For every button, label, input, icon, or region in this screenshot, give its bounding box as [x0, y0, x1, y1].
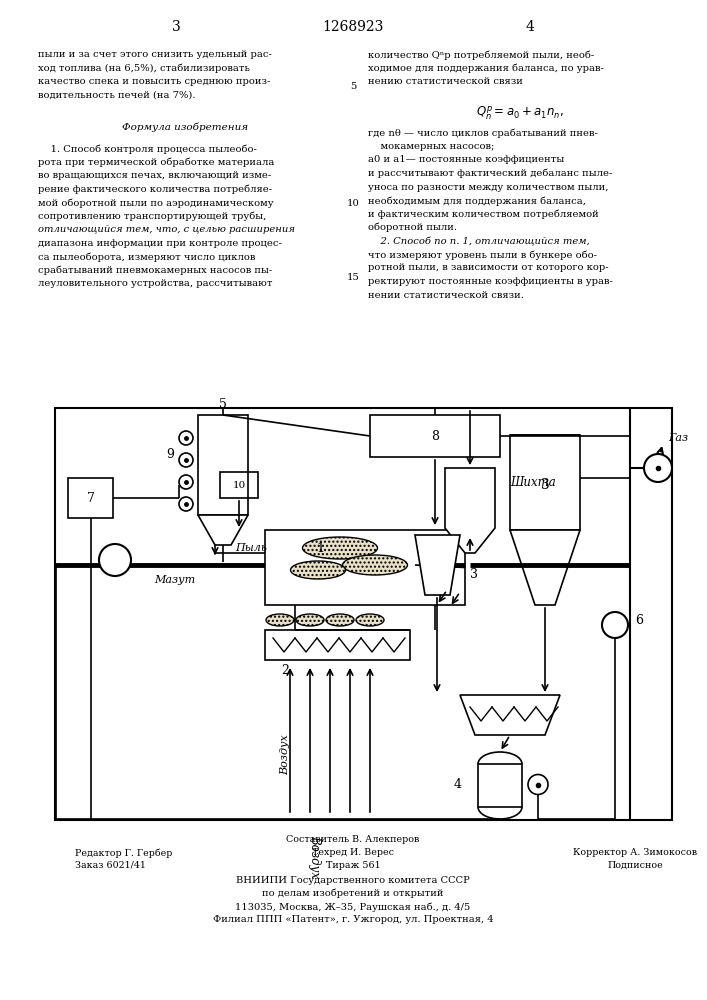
Text: 3: 3: [541, 478, 549, 492]
Text: Воздух: Воздух: [308, 835, 322, 878]
Ellipse shape: [296, 614, 324, 626]
Circle shape: [179, 453, 193, 467]
Text: 4: 4: [525, 20, 534, 34]
Text: 5: 5: [350, 82, 356, 91]
Ellipse shape: [291, 561, 346, 579]
Text: a0 и a1— постоянные коэффициенты: a0 и a1— постоянные коэффициенты: [368, 155, 564, 164]
Polygon shape: [510, 530, 580, 605]
Text: что измеряют уровень пыли в бункере обо-: что измеряют уровень пыли в бункере обо-: [368, 250, 597, 259]
Text: и рассчитывают фактический дебаланс пыле-: и рассчитывают фактический дебаланс пыле…: [368, 169, 612, 178]
Text: во вращающихся печах, включающий изме-: во вращающихся печах, включающий изме-: [38, 171, 271, 180]
Text: мой оборотной пыли по аэродинамическому: мой оборотной пыли по аэродинамическому: [38, 198, 274, 208]
Text: Редактор Г. Гербер: Редактор Г. Гербер: [75, 848, 173, 857]
Polygon shape: [445, 468, 495, 553]
Text: диапазона информации при контроле процес-: диапазона информации при контроле процес…: [38, 238, 282, 247]
Bar: [68, 478, 113, 518]
Text: Воздух: Воздух: [280, 735, 290, 775]
Text: са пылеоборота, измеряют число циклов: са пылеоборота, измеряют число циклов: [38, 252, 255, 261]
Text: где nθ — число циклов срабатываний пнев-: где nθ — число циклов срабатываний пнев-: [368, 128, 598, 138]
Text: 9: 9: [166, 448, 174, 462]
Circle shape: [644, 454, 672, 482]
Text: 10: 10: [346, 199, 359, 208]
Text: ротной пыли, в зависимости от которого кор-: ротной пыли, в зависимости от которого к…: [368, 263, 609, 272]
Text: 2: 2: [281, 664, 289, 676]
Text: количество Qⁿp потребляемой пыли, необ-: количество Qⁿp потребляемой пыли, необ-: [368, 50, 595, 60]
Text: и фактическим количеством потребляемой: и фактическим количеством потребляемой: [368, 210, 599, 219]
Text: Тираж 561: Тираж 561: [326, 861, 380, 870]
Text: уноса по разности между количеством пыли,: уноса по разности между количеством пыли…: [368, 182, 609, 192]
Text: Пыль: Пыль: [235, 543, 267, 553]
Text: 15: 15: [346, 273, 359, 282]
Text: рота при термической обработке материала: рота при термической обработке материала: [38, 157, 274, 167]
Circle shape: [528, 774, 548, 794]
Text: необходимым для поддержания баланса,: необходимым для поддержания баланса,: [368, 196, 586, 206]
Text: Техред И. Верес: Техред И. Верес: [312, 848, 394, 857]
Text: 1268923: 1268923: [322, 20, 384, 34]
Text: 5: 5: [219, 398, 227, 412]
Polygon shape: [198, 515, 248, 545]
Text: 7: 7: [86, 491, 95, 504]
Circle shape: [179, 431, 193, 445]
Text: 8: 8: [431, 430, 439, 442]
Text: Формула изобретения: Формула изобретения: [122, 122, 248, 131]
Bar: [510, 435, 580, 530]
Text: пыли и за счет этого снизить удельный рас-: пыли и за счет этого снизить удельный ра…: [38, 50, 272, 59]
Text: 3: 3: [172, 20, 180, 34]
Text: 113035, Москва, Ж–35, Раушская наб., д. 4/5: 113035, Москва, Ж–35, Раушская наб., д. …: [235, 902, 471, 912]
Text: 1. Способ контроля процесса пылеобо-: 1. Способ контроля процесса пылеобо-: [38, 144, 257, 153]
Ellipse shape: [326, 614, 354, 626]
Text: нении статистической связи.: нении статистической связи.: [368, 290, 524, 300]
Text: леуловительного устройства, рассчитывают: леуловительного устройства, рассчитывают: [38, 279, 272, 288]
Circle shape: [602, 612, 628, 638]
Text: водительность печей (на 7%).: водительность печей (на 7%).: [38, 91, 196, 100]
Bar: [265, 630, 410, 660]
Bar: [478, 764, 522, 807]
Text: по делам изобретений и открытий: по делам изобретений и открытий: [262, 889, 444, 898]
Text: Мазут: Мазут: [154, 575, 196, 585]
Text: Подписное: Подписное: [607, 861, 663, 870]
Text: 6: 6: [635, 613, 643, 626]
Text: рение фактического количества потребляе-: рение фактического количества потребляе-: [38, 184, 272, 194]
Text: Газ: Газ: [668, 433, 688, 443]
Text: качество спека и повысить среднюю произ-: качество спека и повысить среднюю произ-: [38, 77, 270, 86]
Text: 1: 1: [316, 542, 324, 554]
Text: 4: 4: [454, 778, 462, 791]
Text: нению статистической связи: нению статистической связи: [368, 77, 523, 86]
Text: Шихта: Шихта: [510, 477, 556, 489]
Text: ВНИИПИ Государственного комитета СССР: ВНИИПИ Государственного комитета СССР: [236, 876, 470, 885]
Text: Составитель В. Алекперов: Составитель В. Алекперов: [286, 835, 420, 844]
Ellipse shape: [356, 614, 384, 626]
Text: мокамерных насосов;: мокамерных насосов;: [368, 142, 494, 151]
Bar: [265, 530, 465, 605]
Text: $Q_n^p = a_0 + a_1 n_{\mathit{n}},$: $Q_n^p = a_0 + a_1 n_{\mathit{n}},$: [476, 104, 564, 122]
Text: Заказ 6021/41: Заказ 6021/41: [75, 861, 146, 870]
Text: 2. Способ по п. 1, отличающийся тем,: 2. Способ по п. 1, отличающийся тем,: [368, 236, 590, 246]
Text: ректируют постоянные коэффициенты в урав-: ректируют постоянные коэффициенты в урав…: [368, 277, 613, 286]
Polygon shape: [460, 695, 560, 735]
Text: сопротивлению транспортирующей трубы,: сопротивлению транспортирующей трубы,: [38, 212, 267, 221]
Bar: [198, 415, 248, 515]
Ellipse shape: [342, 555, 407, 575]
Text: 3: 3: [470, 568, 478, 582]
Circle shape: [99, 544, 131, 576]
Ellipse shape: [266, 614, 294, 626]
Text: отличающийся тем, что, с целью расширения: отличающийся тем, что, с целью расширени…: [38, 225, 295, 234]
Text: Корректор А. Зимокосов: Корректор А. Зимокосов: [573, 848, 697, 857]
Ellipse shape: [303, 537, 378, 559]
Bar: [55, 408, 672, 820]
Text: оборотной пыли.: оборотной пыли.: [368, 223, 457, 232]
Text: 10: 10: [233, 481, 245, 489]
Text: срабатываний пневмокамерных насосов пы-: срабатываний пневмокамерных насосов пы-: [38, 265, 272, 275]
Circle shape: [179, 475, 193, 489]
Text: ходимое для поддержания баланса, по урав-: ходимое для поддержания баланса, по урав…: [368, 64, 604, 73]
Bar: [370, 415, 500, 457]
Text: ход топлива (на 6,5%), стабилизировать: ход топлива (на 6,5%), стабилизировать: [38, 64, 250, 73]
Polygon shape: [415, 535, 460, 595]
Text: Филиал ППП «Патент», г. Ужгород, ул. Проектная, 4: Филиал ППП «Патент», г. Ужгород, ул. Про…: [213, 915, 493, 924]
Circle shape: [179, 497, 193, 511]
Bar: [220, 472, 258, 498]
